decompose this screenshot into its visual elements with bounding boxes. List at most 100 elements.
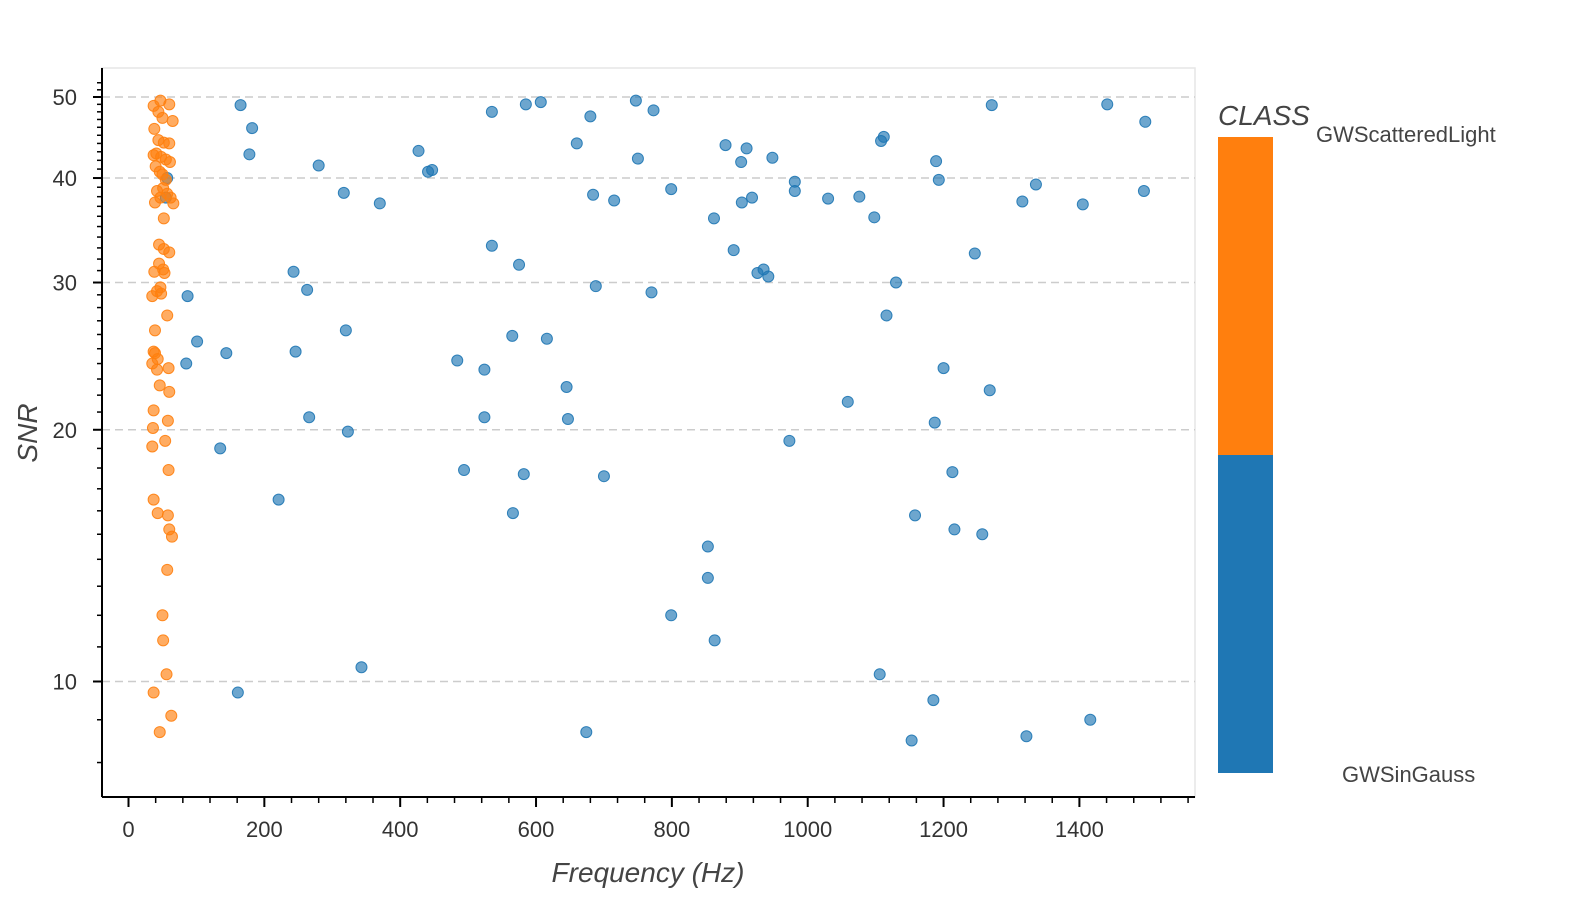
data-point	[927, 694, 940, 707]
data-point	[151, 363, 164, 376]
data-point	[165, 709, 178, 722]
legend-swatch-gwscatteredlight	[1218, 137, 1273, 455]
data-point	[166, 115, 179, 128]
data-point	[1137, 184, 1150, 197]
data-point	[506, 507, 519, 520]
data-point	[156, 111, 169, 124]
data-point	[181, 290, 194, 303]
data-point	[1016, 195, 1029, 208]
data-point	[157, 634, 170, 647]
data-point	[272, 493, 285, 506]
data-point	[937, 362, 950, 375]
data-point	[191, 335, 204, 348]
y-axis: 10 20 30 40 50	[53, 68, 103, 797]
data-point	[880, 309, 893, 322]
data-point	[783, 434, 796, 447]
data-point	[701, 571, 714, 584]
legend-title: CLASS	[1218, 100, 1310, 131]
data-point	[153, 379, 166, 392]
x-tick-label-1400: 1400	[1055, 817, 1104, 842]
data-point	[517, 468, 530, 481]
data-point	[147, 493, 160, 506]
data-point	[151, 507, 164, 520]
y-axis-title: SNR	[12, 403, 43, 462]
data-point	[148, 122, 161, 135]
data-point	[1139, 115, 1152, 128]
data-point	[234, 99, 247, 112]
data-point	[905, 734, 918, 747]
data-point	[161, 509, 174, 522]
data-points	[146, 94, 1152, 747]
data-point	[766, 151, 779, 164]
legend-label-gwsingauss: GWSinGauss	[1342, 762, 1475, 787]
data-point	[1020, 730, 1033, 743]
x-tick-label-400: 400	[382, 817, 419, 842]
data-point	[727, 244, 740, 257]
x-tick-label-600: 600	[518, 817, 555, 842]
data-point	[478, 411, 491, 424]
data-point	[312, 159, 325, 172]
grid-lines	[102, 96, 1195, 683]
data-point	[412, 144, 425, 157]
data-point	[220, 347, 233, 360]
data-point	[948, 523, 961, 536]
legend-swatch-gwsingauss	[1218, 455, 1273, 773]
data-point	[287, 265, 300, 278]
y-tick-label-50: 50	[53, 85, 77, 110]
data-point	[968, 247, 981, 260]
data-point	[161, 414, 174, 427]
data-point	[161, 309, 174, 322]
data-point	[161, 563, 174, 576]
data-point	[146, 440, 159, 453]
data-point	[597, 470, 610, 483]
data-point	[570, 137, 583, 150]
x-tick-label-800: 800	[654, 817, 691, 842]
data-point	[930, 155, 943, 168]
data-point	[762, 270, 775, 283]
data-point	[985, 99, 998, 112]
data-point	[157, 212, 170, 225]
data-point	[246, 122, 259, 135]
x-tick-label-1000: 1000	[783, 817, 832, 842]
data-point	[1029, 178, 1042, 191]
data-point	[159, 434, 172, 447]
data-point	[231, 686, 244, 699]
data-point	[158, 266, 171, 279]
data-point	[645, 286, 658, 299]
data-point	[165, 530, 178, 543]
data-point	[162, 464, 175, 477]
data-point	[1101, 98, 1114, 111]
data-point	[148, 196, 161, 209]
data-point	[337, 186, 350, 199]
data-point	[647, 104, 660, 117]
data-point	[580, 726, 593, 739]
data-point	[146, 290, 159, 303]
data-point	[163, 156, 176, 169]
data-point	[153, 726, 166, 739]
data-point	[163, 98, 176, 111]
data-point	[877, 130, 890, 143]
y-tick-label-20: 20	[53, 418, 77, 443]
data-point	[148, 265, 161, 278]
data-point	[339, 324, 352, 337]
data-point	[719, 139, 732, 152]
data-point	[478, 363, 491, 376]
data-point	[426, 163, 439, 176]
data-point	[909, 509, 922, 522]
data-point	[485, 105, 498, 118]
x-tick-label-1200: 1200	[919, 817, 968, 842]
data-point	[701, 540, 714, 553]
data-point	[746, 191, 759, 204]
data-point	[665, 609, 678, 622]
data-point	[584, 110, 597, 123]
data-point	[976, 528, 989, 541]
data-point	[589, 280, 602, 293]
data-point	[485, 239, 498, 252]
data-point	[928, 416, 941, 429]
data-point	[373, 197, 386, 210]
data-point	[890, 276, 903, 289]
data-point	[735, 156, 748, 169]
legend: CLASS GWScatteredLight GWSinGauss	[1218, 100, 1496, 787]
x-axis: 0 200 400 600 800 1000 1200 1400	[102, 796, 1195, 842]
